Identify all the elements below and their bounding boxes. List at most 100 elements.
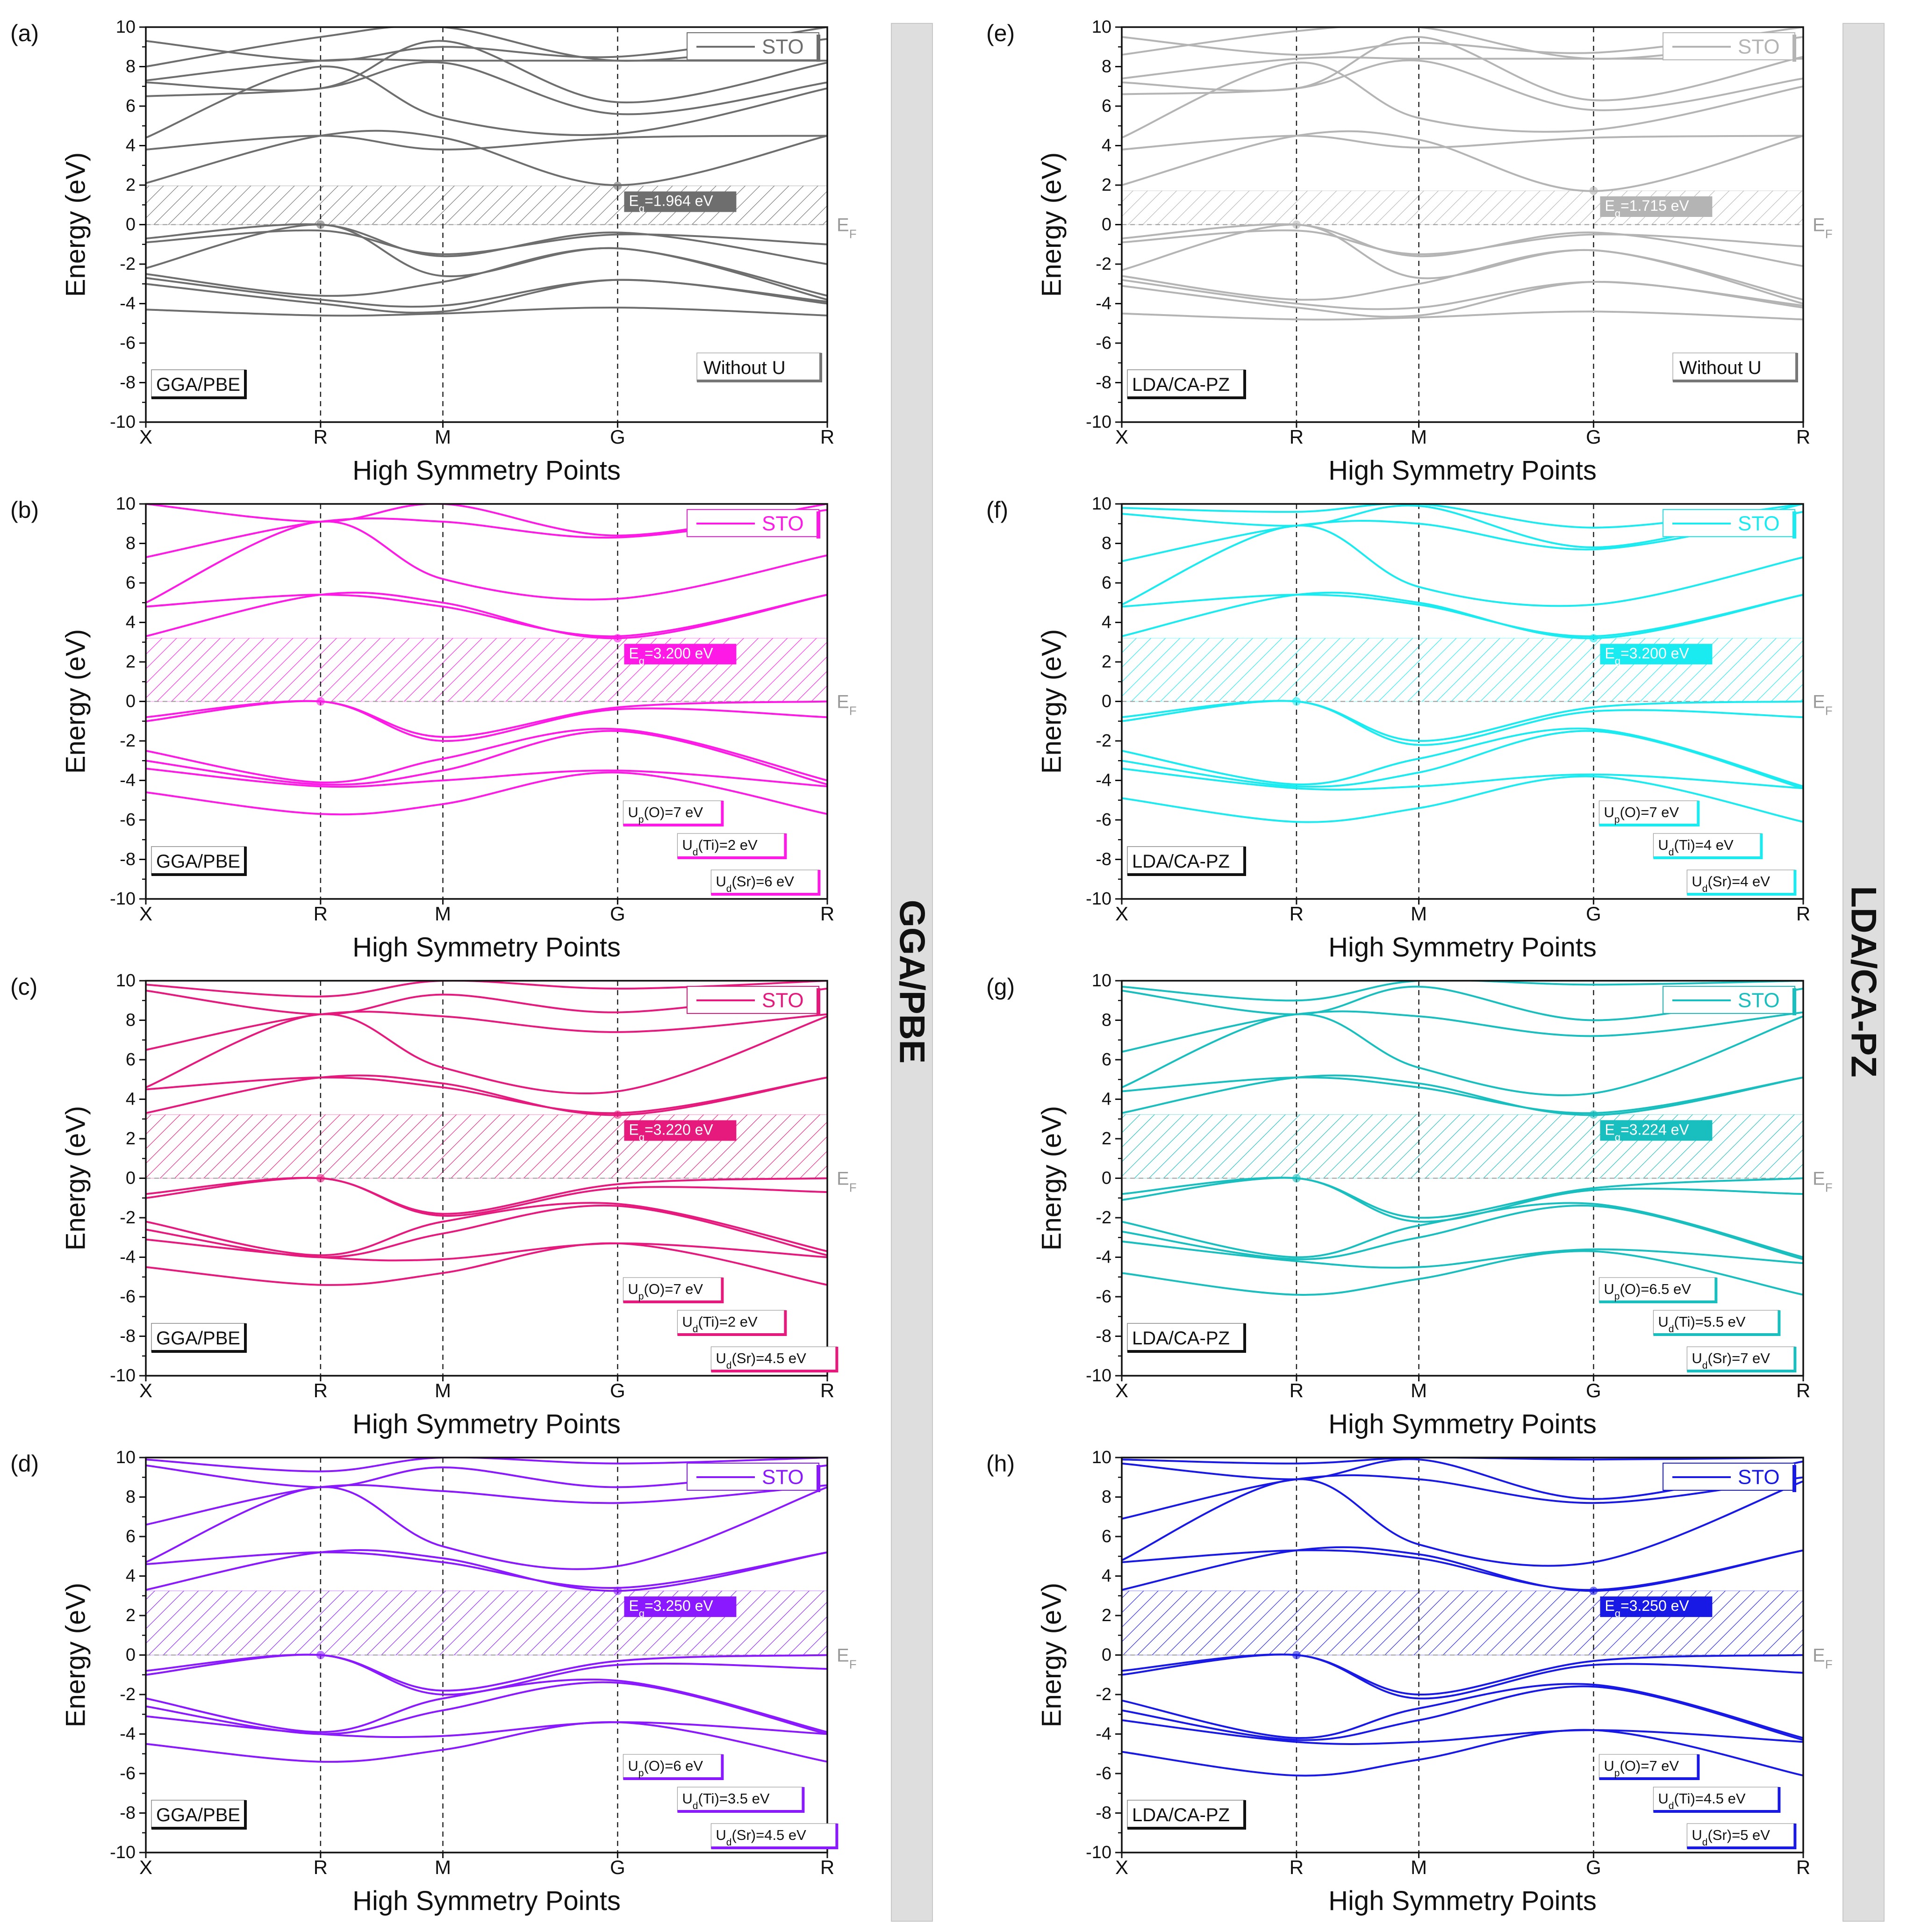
vbm-marker bbox=[1292, 1651, 1301, 1659]
band-line-v4 bbox=[1122, 1204, 1803, 1260]
band-line-v1 bbox=[146, 223, 827, 265]
x-axis-title: High Symmetry Points bbox=[352, 932, 621, 962]
vbm-marker bbox=[316, 697, 325, 706]
u-param-label: Ud(Sr)=5 eV bbox=[1692, 1827, 1770, 1848]
y-tick-label: -10 bbox=[1086, 1366, 1111, 1386]
method-label: LDA/CA-PZ bbox=[1132, 1805, 1230, 1825]
band-line-c4 bbox=[1122, 59, 1803, 111]
u-param-box bbox=[677, 1310, 786, 1335]
y-tick-label: 2 bbox=[1102, 652, 1111, 672]
y-tick-label: -2 bbox=[1096, 1685, 1111, 1704]
band-lines bbox=[1122, 27, 1803, 321]
method-label: GGA/PBE bbox=[156, 1328, 240, 1349]
band-line-v4 bbox=[1122, 249, 1803, 305]
band-line-v3 bbox=[146, 223, 827, 297]
band-line-c6 bbox=[146, 1458, 827, 1472]
y-tick-label: 0 bbox=[1102, 692, 1111, 711]
band-line-c2 bbox=[1122, 135, 1803, 151]
y-tick-label: -10 bbox=[1086, 889, 1111, 909]
method-box-shadow bbox=[1127, 1800, 1246, 1830]
method-box-shadow bbox=[1127, 847, 1246, 876]
y-tick-label: 8 bbox=[1102, 534, 1111, 553]
band-line-v4 bbox=[146, 730, 827, 786]
y-tick-label: -6 bbox=[1096, 1764, 1111, 1783]
y-tick-label: 6 bbox=[1102, 1527, 1111, 1546]
band-line-v6 bbox=[1122, 775, 1803, 823]
u-param-label: Ud(Sr)=4 eV bbox=[1692, 873, 1770, 894]
y-tick-label: -8 bbox=[1096, 1327, 1111, 1346]
band-line-c6 bbox=[1122, 1458, 1803, 1465]
y-tick-label: 10 bbox=[1092, 17, 1111, 37]
u-param-shadow bbox=[677, 833, 787, 859]
y-tick-label: -4 bbox=[1096, 1724, 1111, 1744]
band-line-v1 bbox=[1122, 700, 1803, 742]
legend-label: STO bbox=[1738, 1466, 1780, 1489]
y-tick-label: 4 bbox=[1102, 136, 1111, 156]
u-param-shadow bbox=[623, 1278, 724, 1303]
x-axis-title: High Symmetry Points bbox=[1328, 1409, 1597, 1439]
panel-g: -10 -8 -6 -4 -2 0 2 4 6 8 10 X R M G R Energy (eV) High S… bbox=[986, 971, 1833, 1439]
method-box bbox=[151, 1800, 246, 1829]
y-tick-label: -4 bbox=[1096, 294, 1111, 314]
sidebar-lda-bar bbox=[1842, 23, 1885, 1922]
band-line-c3 bbox=[1122, 61, 1803, 139]
band-line-v6 bbox=[1122, 1250, 1803, 1296]
x-tick-label-G: G bbox=[610, 903, 625, 925]
y-tick-label: -8 bbox=[1096, 1803, 1111, 1823]
x-tick-label-G: G bbox=[610, 1856, 625, 1878]
x-tick-label-X: X bbox=[1115, 903, 1128, 925]
panel-letter: (f) bbox=[986, 497, 1008, 523]
band-line-v4 bbox=[1122, 1685, 1803, 1741]
band-line-c6 bbox=[1122, 56, 1803, 79]
x-tick-label-X: X bbox=[139, 1379, 152, 1401]
y-tick-label: -10 bbox=[110, 889, 136, 909]
band-line-c4 bbox=[146, 61, 827, 115]
band-line-v1 bbox=[1122, 1653, 1803, 1696]
u-param-label: Ud(Sr)=6 eV bbox=[716, 873, 794, 894]
y-tick-label: 8 bbox=[126, 534, 136, 553]
u-param-shadow bbox=[711, 1347, 839, 1372]
y-tick-label: -10 bbox=[110, 412, 136, 432]
band-line-v3 bbox=[1122, 727, 1803, 788]
y-tick-label: 2 bbox=[126, 175, 136, 195]
x-tick-label-M: M bbox=[435, 1856, 451, 1878]
method-label: GGA/PBE bbox=[156, 851, 240, 872]
band-lines bbox=[146, 1458, 827, 1763]
band-line-v5 bbox=[146, 768, 827, 788]
fermi-level-label: EF bbox=[837, 1645, 857, 1672]
band-line-v5 bbox=[1122, 1719, 1803, 1745]
x-axis-title: High Symmetry Points bbox=[352, 1409, 621, 1439]
x-axis-title: High Symmetry Points bbox=[1328, 932, 1597, 962]
x-tick-label-M: M bbox=[1411, 903, 1427, 925]
x-tick-label-X: X bbox=[139, 1856, 152, 1878]
vbm-marker bbox=[1292, 220, 1301, 229]
y-tick-label: 0 bbox=[126, 1169, 136, 1188]
panel-f: -10 -8 -6 -4 -2 0 2 4 6 8 10 X R M G R Energy (eV) High S… bbox=[986, 494, 1833, 962]
u-param-label: Ud(Ti)=4.5 eV bbox=[1658, 1790, 1745, 1811]
y-tick-label: -2 bbox=[1096, 731, 1111, 751]
y-tick-label: 4 bbox=[126, 136, 136, 156]
u-param-shadow bbox=[1599, 801, 1700, 826]
y-tick-label: -8 bbox=[1096, 850, 1111, 869]
band-line-v6 bbox=[146, 1721, 827, 1763]
sidebar-gga-label: GGA/PBE bbox=[892, 900, 932, 1064]
x-tick-label-R: R bbox=[1796, 1379, 1810, 1401]
panel-b: -10 -8 -6 -4 -2 0 2 4 6 8 10 X R M G R Energy (eV) High S… bbox=[10, 494, 857, 962]
y-tick-label: 2 bbox=[1102, 1129, 1111, 1149]
fermi-level-label: EF bbox=[1813, 1645, 1833, 1672]
band-line-v6 bbox=[146, 771, 827, 816]
band-lines bbox=[1122, 1458, 1803, 1777]
band-line-v7 bbox=[146, 306, 827, 317]
x-tick-label-G: G bbox=[1586, 1379, 1601, 1401]
method-box-shadow bbox=[1127, 370, 1246, 399]
u-param-label: Ud(Sr)=4.5 eV bbox=[716, 1350, 806, 1371]
cbm-marker bbox=[1589, 634, 1598, 643]
y-tick-label: 10 bbox=[1092, 1448, 1111, 1467]
y-tick-label: -6 bbox=[1096, 1287, 1111, 1307]
y-tick-label: 6 bbox=[126, 1050, 136, 1070]
y-axis-title: Energy (eV) bbox=[61, 1106, 91, 1250]
u-param-label: Ud(Ti)=5.5 eV bbox=[1658, 1314, 1745, 1335]
band-line-v5 bbox=[146, 277, 827, 308]
y-tick-label: 10 bbox=[1092, 971, 1111, 991]
y-tick-label: 8 bbox=[1102, 57, 1111, 77]
